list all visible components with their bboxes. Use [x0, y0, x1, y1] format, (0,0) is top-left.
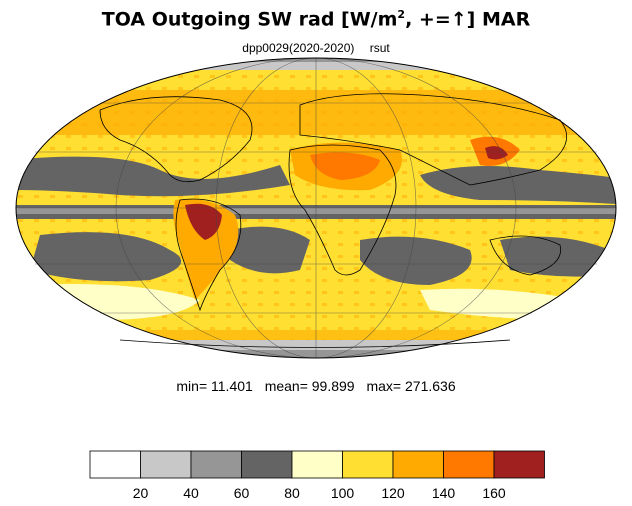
coastlines [99, 93, 568, 348]
colorbar-swatch [392, 450, 444, 479]
statistics-line: min= 11.401 mean= 99.899 max= 271.636 [0, 378, 632, 394]
colorbar-tick-label: 100 [331, 485, 355, 501]
colorbar-tick-label: 140 [432, 485, 456, 501]
map-title: TOA Outgoing SW rad [W/m2, +=↑] MAR [101, 8, 531, 31]
map-border [15, 57, 617, 359]
colorbar-swatch [89, 450, 141, 479]
colorbar-tick-label: 60 [234, 485, 250, 501]
min-stat: min= 11.401 [176, 378, 253, 394]
graticule [18, 57, 614, 359]
mean-stat: mean= 99.899 [264, 378, 355, 394]
colorbar-swatch [190, 450, 242, 479]
colorbar-tick-label: 40 [183, 485, 199, 501]
colorbar-swatch [140, 450, 192, 479]
colorbar-swatch [443, 450, 495, 479]
colorbar-tick-label: 20 [133, 485, 149, 501]
colorbar-tick-label: 120 [381, 485, 405, 501]
map-subtitle: dpp0029(2020-2020) rsut [0, 41, 632, 55]
colorbar-swatch [241, 450, 293, 479]
run-label: dpp0029(2020-2020) [242, 41, 355, 55]
variable-label: rsut [369, 41, 390, 55]
colorbar-swatch [291, 450, 343, 479]
colorbar-swatch [342, 450, 394, 479]
colorbar-swatch [493, 450, 545, 479]
colorbar-tick-label: 80 [284, 485, 300, 501]
colorbar-tick-label: 160 [482, 485, 506, 501]
max-stat: max= 271.636 [366, 378, 456, 394]
